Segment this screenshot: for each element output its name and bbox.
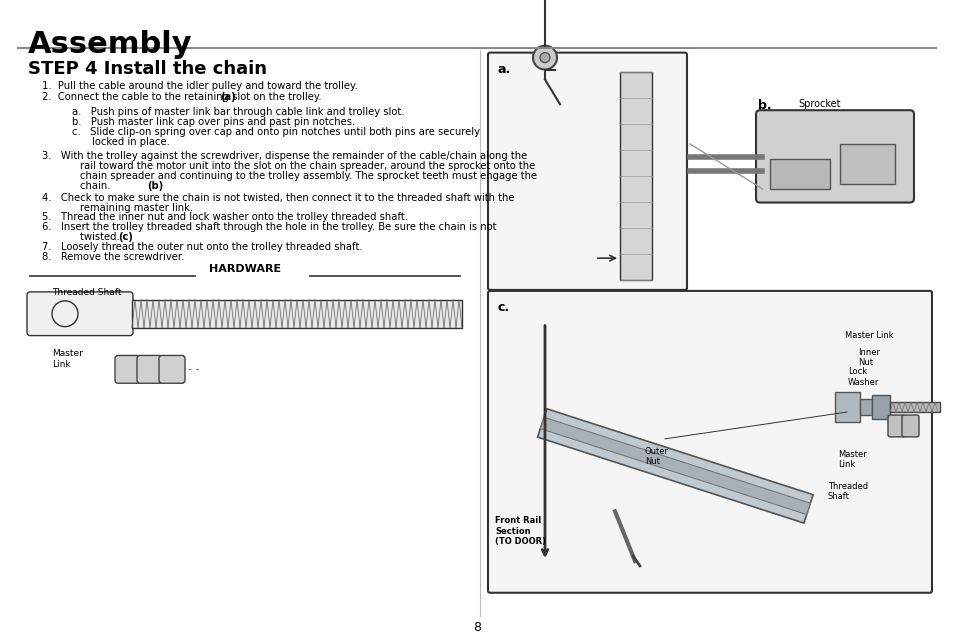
Circle shape	[52, 301, 78, 327]
Text: b.: b.	[758, 99, 771, 113]
Text: twisted.: twisted.	[80, 232, 123, 242]
Bar	[769, 159, 829, 189]
Bar	[840, 144, 894, 184]
Text: (c): (c)	[118, 232, 132, 242]
FancyBboxPatch shape	[755, 110, 913, 202]
Text: Front Rail
Section
(TO DOOR): Front Rail Section (TO DOOR)	[495, 516, 545, 546]
Text: remaining master link.: remaining master link.	[80, 202, 193, 212]
Text: HARDWARE: HARDWARE	[209, 264, 281, 274]
Bar	[889, 402, 939, 412]
Text: c.: c.	[497, 301, 510, 314]
FancyBboxPatch shape	[488, 291, 931, 593]
Text: Master Link: Master Link	[844, 331, 893, 340]
Text: 6.   Insert the trolley threaded shaft through the hole in the trolley. Be sure : 6. Insert the trolley threaded shaft thr…	[42, 223, 496, 232]
Text: - -: - -	[188, 364, 199, 375]
Text: Inner
Nut: Inner Nut	[857, 347, 879, 367]
Text: locked in place.: locked in place.	[91, 137, 170, 147]
Text: (a): (a)	[220, 92, 235, 102]
Text: 2.  Connect the cable to the retaining slot on the trolley.: 2. Connect the cable to the retaining sl…	[42, 92, 324, 102]
Bar	[859, 399, 871, 415]
FancyBboxPatch shape	[159, 356, 185, 384]
Text: a.: a.	[497, 62, 511, 76]
Text: 5.   Thread the inner nut and lock washer onto the trolley threaded shaft.: 5. Thread the inner nut and lock washer …	[42, 212, 408, 223]
Text: 1.  Pull the cable around the idler pulley and toward the trolley.: 1. Pull the cable around the idler pulle…	[42, 81, 357, 92]
Text: 7.   Loosely thread the outer nut onto the trolley threaded shaft.: 7. Loosely thread the outer nut onto the…	[42, 242, 362, 252]
Text: rail toward the motor unit into the slot on the chain spreader, around the sproc: rail toward the motor unit into the slot…	[80, 161, 535, 171]
FancyBboxPatch shape	[137, 356, 163, 384]
Text: Assembly: Assembly	[28, 30, 193, 59]
FancyBboxPatch shape	[27, 292, 132, 336]
Text: Outer
Nut: Outer Nut	[644, 447, 668, 466]
Text: Master
Link: Master Link	[52, 350, 83, 369]
FancyBboxPatch shape	[488, 53, 686, 290]
Text: b.   Push master link cap over pins and past pin notches.: b. Push master link cap over pins and pa…	[71, 117, 355, 127]
Text: Sprocket: Sprocket	[797, 99, 840, 109]
Text: Master
Link: Master Link	[837, 450, 866, 469]
Polygon shape	[537, 409, 812, 523]
Text: chain spreader and continuing to the trolley assembly. The sprocket teeth must e: chain spreader and continuing to the tro…	[80, 171, 537, 181]
Bar	[834, 392, 859, 422]
Circle shape	[539, 53, 550, 62]
Bar	[871, 395, 889, 419]
Text: a.   Push pins of master link bar through cable link and trolley slot.: a. Push pins of master link bar through …	[71, 107, 404, 117]
Text: 4.   Check to make sure the chain is not twisted, then connect it to the threade: 4. Check to make sure the chain is not t…	[42, 193, 514, 203]
Circle shape	[533, 46, 557, 69]
Polygon shape	[539, 417, 809, 515]
Text: (b): (b)	[147, 181, 163, 191]
Bar	[619, 73, 651, 280]
Text: Lock
Washer: Lock Washer	[847, 368, 879, 387]
Text: chain.: chain.	[80, 181, 113, 191]
Text: Threaded Shaft: Threaded Shaft	[52, 288, 121, 297]
Bar	[132, 300, 461, 328]
Text: 8: 8	[473, 621, 480, 633]
Text: STEP 4 Install the chain: STEP 4 Install the chain	[28, 60, 267, 78]
Text: 3.   With the trolley against the screwdriver, dispense the remainder of the cab: 3. With the trolley against the screwdri…	[42, 151, 527, 161]
FancyBboxPatch shape	[901, 415, 918, 437]
FancyBboxPatch shape	[887, 415, 904, 437]
Text: 8.   Remove the screwdriver.: 8. Remove the screwdriver.	[42, 252, 184, 262]
Text: c.   Slide clip-on spring over cap and onto pin notches until both pins are secu: c. Slide clip-on spring over cap and ont…	[71, 127, 479, 137]
FancyBboxPatch shape	[115, 356, 141, 384]
Text: Threaded
Shaft: Threaded Shaft	[827, 481, 867, 501]
